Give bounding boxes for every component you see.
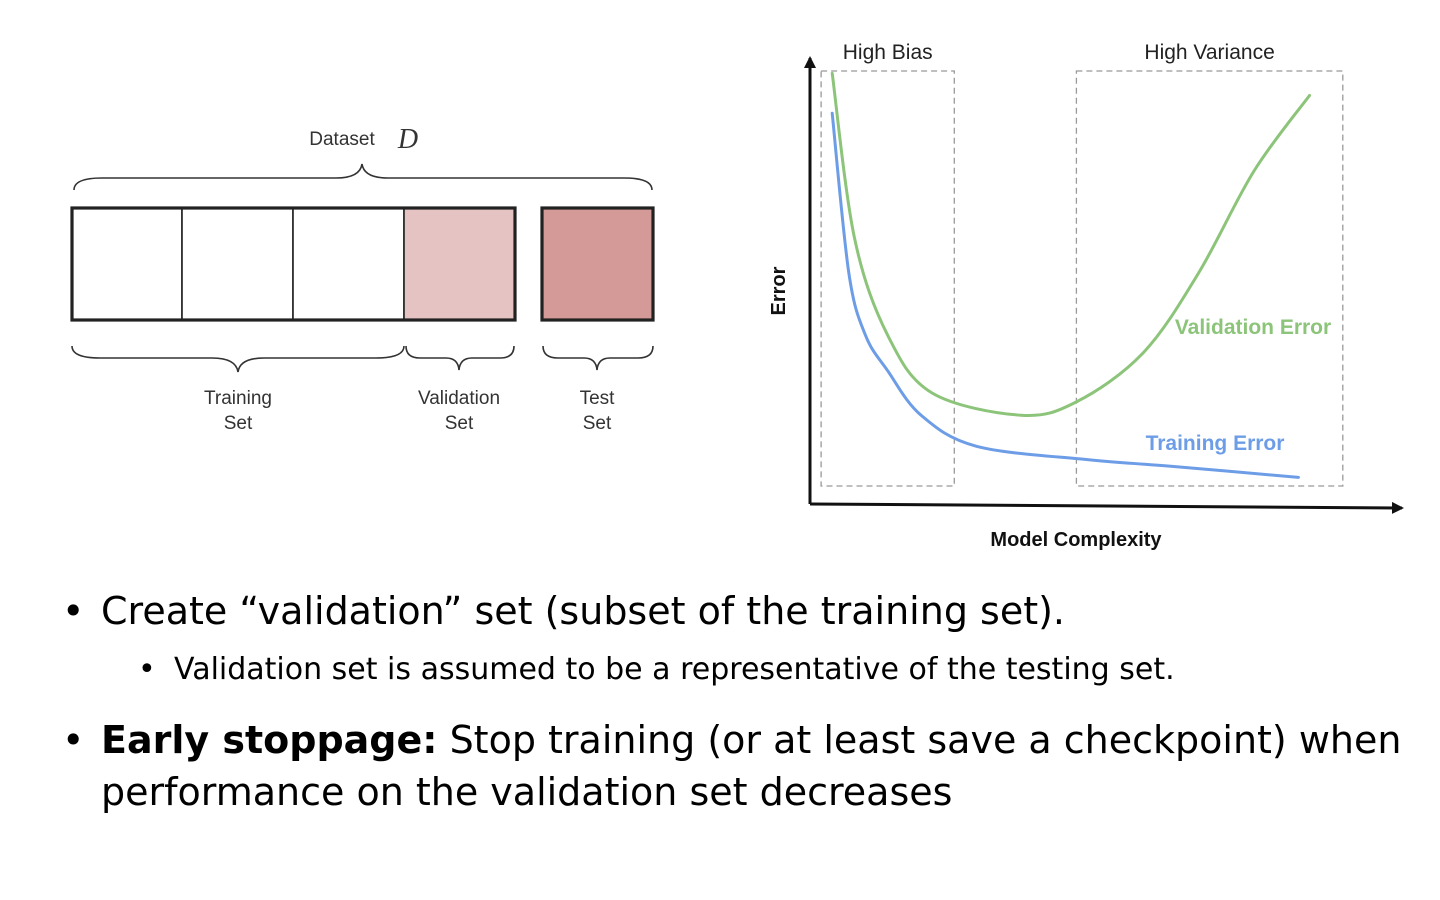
x-axis (809, 501, 1404, 514)
series-line-1 (830, 71, 1311, 417)
bullet-1: • Create “validation” set (subset of the… (62, 585, 1402, 637)
bullet-2: • Early stoppage: Stop training (or at l… (62, 714, 1402, 818)
chart-regions: High Bias High Variance (820, 41, 1344, 487)
bullet-dot: • (62, 718, 85, 762)
test-brace (542, 345, 654, 371)
validation-label-line1: Validation (418, 388, 500, 409)
dataset-label: Dataset (309, 129, 375, 150)
bullet-dot: • (138, 652, 156, 687)
test-label-line1: Test (580, 388, 616, 409)
training-label-line2: Set (224, 413, 253, 434)
validation-brace (405, 345, 515, 371)
region-label-1: High Bias (843, 41, 933, 64)
training-brace (71, 345, 405, 373)
diagram-canvas: Dataset D Training Set Validation Set Te… (70, 41, 1404, 551)
training-label-line1: Training (204, 388, 272, 409)
training-fold-2 (181, 207, 294, 321)
training-validation-outline (70, 206, 517, 322)
validation-block (403, 207, 516, 321)
bullet-2-bold: Early stoppage: (101, 718, 438, 762)
series-label-1: Validation Error (1175, 316, 1331, 339)
dataset-brace (73, 163, 653, 191)
validation-label-line2: Set (445, 413, 474, 434)
bullet-dot: • (62, 589, 85, 633)
y-axis-label: Error (768, 266, 790, 315)
dataset-symbol: D (397, 124, 418, 155)
region-box-1 (820, 70, 955, 487)
bullet-2-rest: Stop training (or at least save a checkp… (101, 718, 1402, 814)
bias-variance-chart: High Bias High Variance Validation Error T… (768, 41, 1404, 551)
sub-bullet-1: • Validation set is assumed to be a repr… (138, 650, 1398, 690)
region-label-2: High Variance (1144, 41, 1274, 64)
bullet-1-text: Create “validation” set (subset of the t… (101, 589, 1066, 633)
training-fold-1 (71, 207, 183, 321)
x-axis-label: Model Complexity (990, 529, 1162, 551)
dataset-diagram: Dataset D Training Set Validation Set Te… (70, 124, 655, 434)
series-line-2 (830, 111, 1300, 479)
series-label-2: Training Error (1146, 432, 1285, 455)
training-fold-3 (292, 207, 405, 321)
chart-series: Validation Error Training Error (830, 71, 1331, 479)
bullet-2-text: Early stoppage: Stop training (or at lea… (101, 714, 1402, 818)
region-box-2 (1075, 70, 1344, 487)
test-block (540, 206, 655, 322)
sub-bullet-1-text: Validation set is assumed to be a repres… (174, 652, 1175, 687)
test-label-line2: Set (583, 413, 612, 434)
